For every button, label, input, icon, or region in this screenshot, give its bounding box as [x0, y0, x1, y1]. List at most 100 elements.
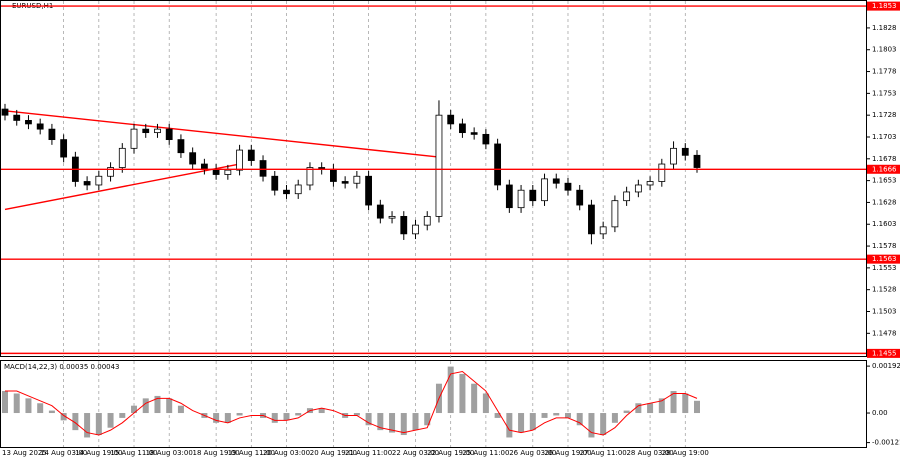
x-tick-label: 14 Aug 19:00 — [75, 449, 122, 457]
macd-bar — [283, 413, 290, 421]
candle-body — [412, 224, 419, 235]
x-tick-label: 26 Aug 19:00 — [544, 449, 591, 457]
candle-body — [576, 189, 584, 206]
y-tick-label: 1.1828 — [872, 24, 897, 32]
candle-body — [459, 123, 466, 134]
candle-body — [611, 200, 619, 228]
x-tick-label: 18 Aug 03:00 — [146, 449, 193, 457]
macd-bar — [471, 383, 478, 414]
candle-body — [118, 147, 126, 168]
macd-bar — [72, 413, 79, 431]
x-tick-label: 20 Aug 19:00 — [310, 449, 357, 457]
macd-bar — [635, 403, 642, 414]
candle-body — [247, 149, 255, 161]
macd-bar — [459, 373, 466, 414]
candle-body — [36, 123, 44, 130]
level-label-box — [867, 164, 900, 174]
x-tick-label: 22 Aug 19:00 — [427, 449, 474, 457]
macd-frame — [0, 360, 867, 448]
level-label: 1.1563 — [872, 255, 897, 263]
macd-bar — [271, 413, 278, 423]
macd-bar — [541, 413, 548, 418]
y-tick-label: 1.1728 — [872, 111, 897, 119]
macd-title: MACD(14,22,3) 0.00035 0.00043 — [4, 363, 120, 371]
candle-body — [599, 226, 607, 235]
macd-bar — [177, 405, 184, 414]
level-label-box — [867, 254, 900, 264]
candle-body — [623, 191, 631, 202]
candle-body — [517, 189, 525, 209]
y-tick-label: 1.1703 — [872, 133, 897, 141]
candle-body — [681, 147, 689, 156]
macd-bar — [670, 391, 677, 414]
candle-body — [83, 181, 91, 186]
candle-body — [634, 184, 642, 193]
level-label-box — [867, 348, 900, 358]
macd-bar — [377, 413, 384, 431]
candle-body — [376, 204, 384, 219]
macd-bar — [553, 413, 560, 416]
candle-body — [693, 154, 701, 168]
x-tick-label: 28 Aug 19:00 — [662, 449, 709, 457]
candle-body — [142, 128, 150, 134]
candle-body — [154, 128, 161, 134]
macd-bar — [48, 410, 55, 414]
candle-body — [482, 133, 490, 145]
candle-body — [13, 114, 21, 121]
candle-body — [306, 167, 314, 186]
trend-line — [4, 163, 240, 211]
candle-body — [60, 139, 68, 158]
trend-line — [4, 110, 440, 158]
x-tick-label: 18 Aug 19:00 — [193, 449, 240, 457]
macd-bar — [600, 413, 607, 436]
candle-body — [646, 181, 654, 186]
y-tick-label: 1.1778 — [872, 68, 897, 76]
macd-bar — [131, 405, 138, 414]
candle-body — [224, 169, 232, 175]
candle-body — [552, 178, 560, 184]
macd-bar — [224, 413, 231, 423]
candle-body — [388, 215, 396, 219]
candle-body — [423, 215, 431, 226]
level-label-box — [867, 1, 900, 11]
candle-body — [95, 175, 103, 186]
macd-bar — [564, 413, 571, 418]
macd-bar — [588, 413, 595, 438]
x-tick-label: 13 Aug 2025 — [2, 449, 47, 457]
macd-bar — [482, 393, 489, 414]
x-tick-label: 22 Aug 03:00 — [392, 449, 439, 457]
x-tick-label: 26 Aug 03:00 — [509, 449, 556, 457]
macd-bar — [518, 413, 525, 433]
macd-bar — [236, 413, 243, 416]
y-tick-label: 1.1603 — [872, 220, 897, 228]
macd-bar — [365, 413, 372, 426]
macd-bar — [623, 410, 630, 414]
macd-bar — [119, 413, 126, 418]
x-tick-label: 28 Aug 03:00 — [626, 449, 673, 457]
candle-body — [330, 168, 337, 182]
candle-body — [294, 184, 302, 195]
x-tick-label: 21 Aug 11:00 — [345, 449, 392, 457]
macd-bar — [25, 398, 32, 414]
x-tick-label: 14 Aug 03:00 — [40, 449, 87, 457]
y-tick-label: -0.00121 — [872, 439, 900, 447]
candle-body — [107, 167, 114, 177]
candle-body — [505, 184, 513, 209]
candle-body — [494, 143, 502, 186]
macd-bar — [2, 391, 8, 414]
x-tick-label: 25 Aug 11:00 — [462, 449, 509, 457]
candle-body — [470, 132, 478, 135]
macd-bar — [529, 413, 536, 431]
macd-bar — [107, 413, 114, 428]
macd-bar — [682, 393, 689, 414]
level-label: 1.1853 — [872, 2, 897, 10]
macd-bar — [412, 413, 419, 431]
x-tick-label: 27 Aug 11:00 — [580, 449, 627, 457]
macd-bar — [576, 413, 583, 426]
macd-bar — [213, 413, 220, 423]
macd-bar — [611, 413, 618, 423]
x-tick-label: 19 Aug 11:00 — [228, 449, 275, 457]
macd-bar — [647, 403, 654, 414]
candle-body — [588, 204, 595, 235]
candle-body — [341, 181, 349, 184]
